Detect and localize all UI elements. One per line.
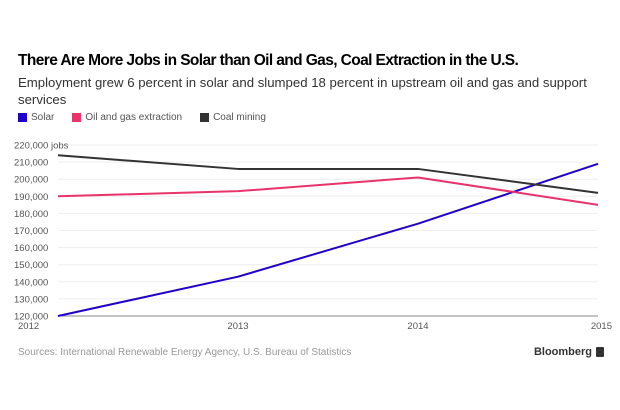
chart-title: There Are More Jobs in Solar than Oil an… [18, 52, 519, 69]
legend-swatch-solar [18, 113, 27, 122]
legend-swatch-coal [200, 113, 210, 122]
legend-swatch-oil-gas [72, 113, 82, 122]
y-tick-label: 120,000 [14, 312, 48, 323]
series-line-solar [57, 162, 599, 317]
y-tick-label: 210,000 [14, 158, 48, 169]
x-tick-label: 2015 [591, 321, 612, 332]
legend-label: Solar [31, 112, 55, 123]
y-tick-label: 180,000 [14, 209, 48, 220]
series-line-oil-and-gas-extraction [57, 176, 599, 206]
series-line-coal-mining [57, 154, 599, 194]
brand-logo: Bloomberg [534, 346, 604, 358]
y-tick-label: 200,000 [14, 175, 48, 186]
x-tick-label: 2012 [18, 321, 39, 332]
bloomberg-terminal-icon [596, 347, 604, 357]
y-tick-label: 220,000 jobs [14, 141, 69, 152]
source-note: Sources: International Renewable Energy … [18, 347, 352, 358]
legend-label: Oil and gas extraction [85, 112, 183, 123]
legend-item-coal: Coal mining [200, 112, 266, 123]
y-tick-label: 140,000 [14, 277, 48, 288]
x-tick-label: 2014 [407, 321, 428, 332]
y-tick-label: 190,000 [14, 192, 48, 203]
legend-item-oil-gas: Oil and gas extraction [72, 112, 182, 123]
y-tick-label: 130,000 [14, 294, 48, 305]
legend-label: Coal mining [213, 112, 266, 123]
y-tick-label: 170,000 [14, 226, 48, 237]
brand-name: Bloomberg [533, 346, 592, 358]
legend: Solar Oil and gas extraction Coal mining [18, 112, 266, 123]
y-tick-label: 160,000 [14, 243, 48, 254]
legend-item-solar: Solar [18, 112, 54, 123]
chart-subtitle: Employment grew 6 percent in solar and s… [18, 75, 587, 107]
x-tick-label: 2013 [227, 321, 248, 332]
y-tick-label: 150,000 [14, 260, 48, 271]
